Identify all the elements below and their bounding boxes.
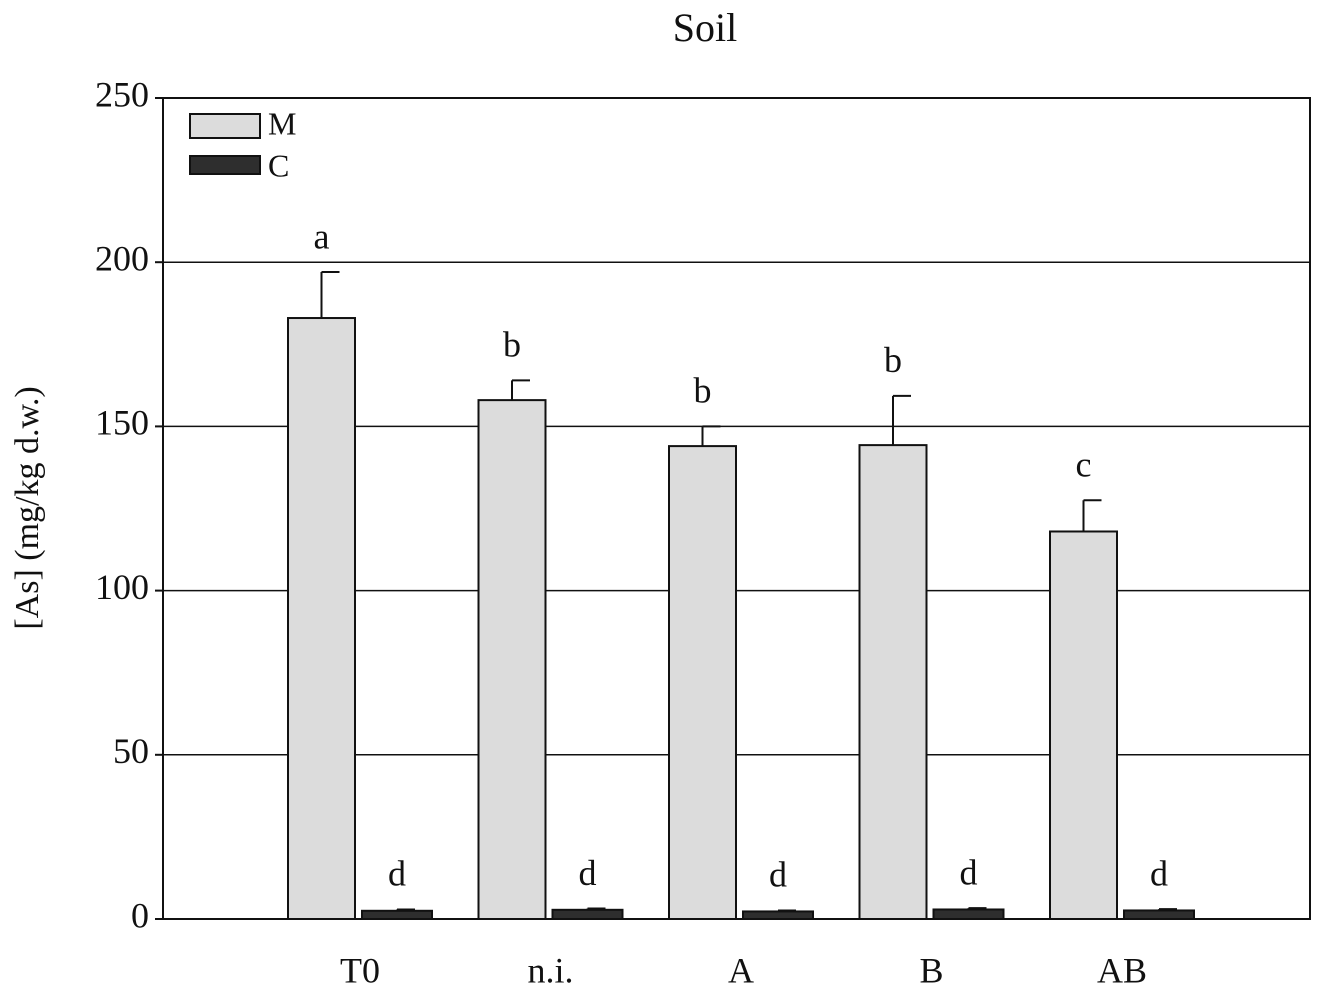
significance-letter: a <box>314 216 330 256</box>
bar <box>361 909 433 920</box>
bar <box>1123 909 1195 921</box>
significance-letter: b <box>694 371 712 411</box>
x-tick-label: B <box>919 950 943 990</box>
significance-letter: c <box>1076 445 1092 485</box>
bar <box>1049 530 1118 920</box>
bar <box>668 445 737 920</box>
bar <box>551 908 624 921</box>
significance-letter: d <box>960 852 978 892</box>
error-bar <box>586 907 606 910</box>
significance-letter: d <box>1150 853 1168 893</box>
bar <box>287 317 356 920</box>
bar <box>742 910 814 920</box>
legend-label: M <box>268 105 296 141</box>
error-bar <box>967 907 987 910</box>
legend-label: C <box>268 147 289 183</box>
significance-letter: d <box>769 855 787 895</box>
error-bar <box>777 909 796 912</box>
legend-swatch <box>189 113 261 139</box>
y-tick-label: 250 <box>95 74 149 114</box>
x-tick-label: AB <box>1097 950 1147 990</box>
bar <box>858 444 928 920</box>
chart-title: Soil <box>673 5 737 50</box>
y-tick-label: 0 <box>131 895 149 935</box>
error-bar <box>701 425 721 447</box>
error-bar <box>511 379 530 401</box>
significance-letter: d <box>579 853 597 893</box>
x-tick-label: T0 <box>340 950 380 990</box>
y-axis-label: [As] (mg/kg d.w.) <box>9 386 46 629</box>
error-bar <box>320 271 340 319</box>
significance-letter: d <box>388 854 406 894</box>
significance-letter: b <box>884 340 902 380</box>
bar <box>932 908 1005 920</box>
bar <box>477 399 547 920</box>
y-tick-label: 200 <box>95 238 149 278</box>
x-tick-label: n.i. <box>527 950 573 990</box>
x-tick-label: A <box>728 950 754 990</box>
error-bar <box>1158 908 1177 911</box>
error-bar <box>1082 499 1102 532</box>
legend-swatch <box>189 155 261 175</box>
y-tick-label: 150 <box>95 403 149 443</box>
error-bar <box>892 394 911 446</box>
error-bar <box>396 908 415 911</box>
y-tick-label: 50 <box>113 731 149 771</box>
y-tick-label: 100 <box>95 567 149 607</box>
significance-letter: b <box>503 325 521 365</box>
